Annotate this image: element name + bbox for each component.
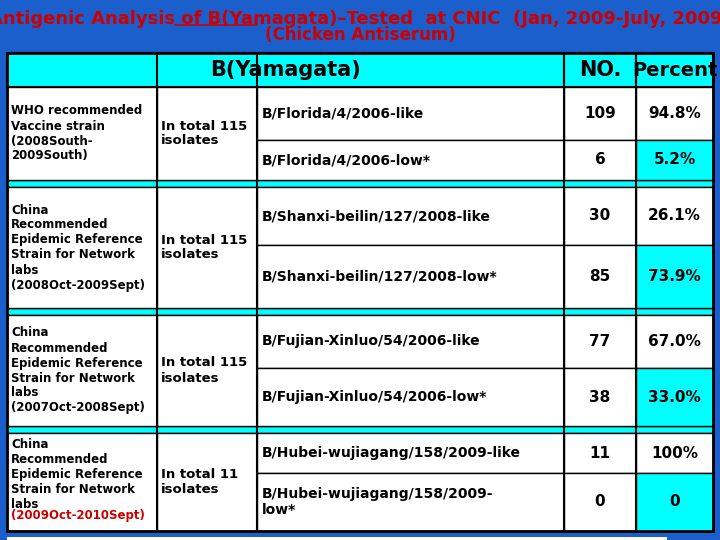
- Text: 67.0%: 67.0%: [648, 334, 701, 349]
- Text: 0: 0: [595, 495, 606, 510]
- Text: B/Florida/4/2006-low*: B/Florida/4/2006-low*: [262, 153, 431, 167]
- Bar: [564, 87, 636, 140]
- Text: Antigenic Analysis of B(Yamagata)–Tested  at CNIC  (Jan, 2009-July, 2009): Antigenic Analysis of B(Yamagata)–Tested…: [0, 10, 720, 28]
- Bar: [636, 315, 713, 368]
- Text: Percent: Percent: [632, 60, 717, 79]
- Text: B/Hubei-wujiagang/158/2009-like: B/Hubei-wujiagang/158/2009-like: [262, 446, 521, 460]
- Bar: [157, 433, 257, 531]
- Text: (Chicken Antiserum): (Chicken Antiserum): [265, 26, 455, 44]
- Text: (2009Oct-2010Sept): (2009Oct-2010Sept): [11, 509, 145, 522]
- Bar: [7, 537, 667, 540]
- Bar: [7, 308, 713, 315]
- Text: 100%: 100%: [651, 446, 698, 461]
- Text: 38: 38: [590, 389, 611, 404]
- Bar: [564, 433, 636, 473]
- Text: 0: 0: [669, 495, 680, 510]
- Text: 94.8%: 94.8%: [648, 106, 701, 121]
- Text: In total 115
isolates: In total 115 isolates: [161, 233, 247, 261]
- Bar: [636, 140, 713, 180]
- Text: China
Recommended
Epidemic Reference
Strain for Network
labs
(2007Oct-2008Sept): China Recommended Epidemic Reference Str…: [11, 327, 145, 415]
- Text: 73.9%: 73.9%: [648, 269, 701, 284]
- Bar: [564, 140, 636, 180]
- Text: 77: 77: [590, 334, 611, 349]
- Bar: [7, 53, 713, 87]
- Text: B/Shanxi-beilin/127/2008-like: B/Shanxi-beilin/127/2008-like: [262, 209, 491, 223]
- Text: 26.1%: 26.1%: [648, 208, 701, 224]
- Text: 33.0%: 33.0%: [648, 389, 701, 404]
- Text: B(Yamagata): B(Yamagata): [210, 60, 361, 80]
- Bar: [7, 180, 713, 187]
- Bar: [257, 433, 564, 473]
- Text: 30: 30: [590, 208, 611, 224]
- Bar: [636, 433, 713, 473]
- Bar: [636, 368, 713, 426]
- Bar: [564, 187, 636, 245]
- Text: B/Shanxi-beilin/127/2008-low*: B/Shanxi-beilin/127/2008-low*: [262, 269, 498, 284]
- Bar: [7, 53, 713, 531]
- Bar: [157, 87, 257, 180]
- Bar: [257, 140, 564, 180]
- Bar: [564, 315, 636, 368]
- Text: B/Florida/4/2006-like: B/Florida/4/2006-like: [262, 106, 424, 120]
- Bar: [564, 368, 636, 426]
- Text: In total 115
isolates: In total 115 isolates: [161, 356, 247, 384]
- Bar: [157, 315, 257, 426]
- Bar: [257, 187, 564, 245]
- Text: B/Hubei-wujiagang/158/2009-
low*: B/Hubei-wujiagang/158/2009- low*: [262, 487, 493, 517]
- Text: B/Fujian-Xinluo/54/2006-low*: B/Fujian-Xinluo/54/2006-low*: [262, 390, 487, 404]
- Bar: [636, 245, 713, 308]
- Text: 109: 109: [584, 106, 616, 121]
- Bar: [257, 87, 564, 140]
- Bar: [257, 473, 564, 531]
- Bar: [7, 187, 157, 308]
- Text: 11: 11: [590, 446, 611, 461]
- Bar: [257, 368, 564, 426]
- Bar: [7, 433, 157, 531]
- Text: China
Recommended
Epidemic Reference
Strain for Network
labs
(2008Oct-2009Sept): China Recommended Epidemic Reference Str…: [11, 204, 145, 292]
- Bar: [636, 87, 713, 140]
- Text: China
Recommended
Epidemic Reference
Strain for Network
labs: China Recommended Epidemic Reference Str…: [11, 438, 143, 526]
- Text: 85: 85: [590, 269, 611, 284]
- Text: In total 11
isolates: In total 11 isolates: [161, 468, 238, 496]
- Bar: [257, 245, 564, 308]
- Bar: [636, 473, 713, 531]
- Text: B/Fujian-Xinluo/54/2006-like: B/Fujian-Xinluo/54/2006-like: [262, 334, 481, 348]
- Bar: [636, 187, 713, 245]
- Text: WHO recommended
Vaccine strain
(2008South-
2009South): WHO recommended Vaccine strain (2008Sout…: [11, 105, 143, 163]
- Text: 6: 6: [595, 152, 606, 167]
- Text: 5.2%: 5.2%: [653, 152, 696, 167]
- Bar: [157, 187, 257, 308]
- Bar: [564, 473, 636, 531]
- Text: NO.: NO.: [579, 60, 621, 80]
- Text: In total 115
isolates: In total 115 isolates: [161, 119, 247, 147]
- Bar: [257, 315, 564, 368]
- Bar: [7, 87, 157, 180]
- Bar: [564, 245, 636, 308]
- Bar: [7, 426, 713, 433]
- Bar: [7, 315, 157, 426]
